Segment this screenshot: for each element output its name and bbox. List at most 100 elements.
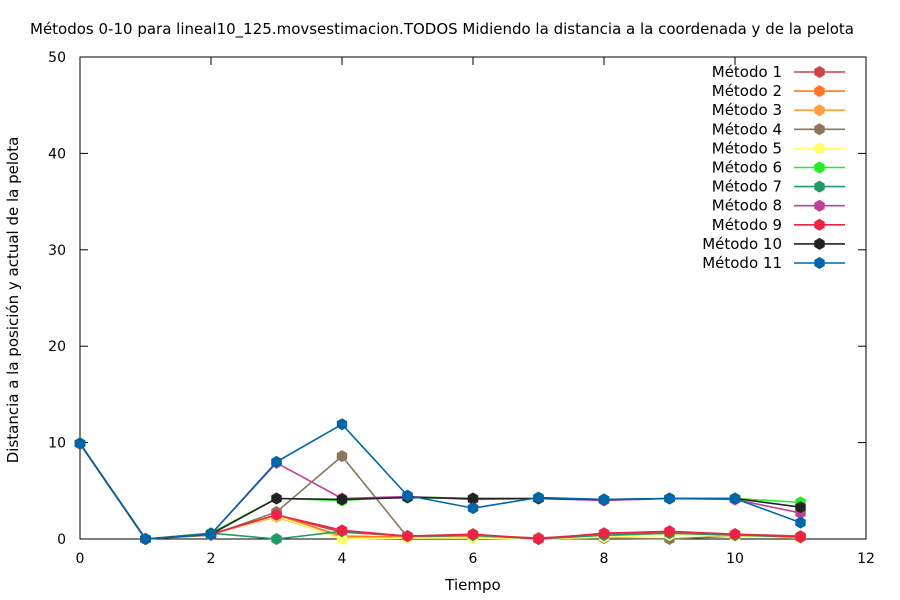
y-tick-label: 0 [57,532,66,548]
x-axis-label: Tiempo [444,576,500,594]
data-point [664,525,675,538]
data-point [336,418,348,431]
data-point [533,533,544,545]
data-point [74,437,86,450]
data-point [467,528,479,541]
series-line [79,443,801,540]
legend-item: Método 7 [712,178,845,196]
legend-label: Método 4 [712,120,782,138]
legend-label: Método 10 [702,235,782,253]
legend-item: Método 6 [712,159,845,177]
chart-title: Métodos 0-10 para lineal10_125.movsestim… [30,20,854,39]
y-tick-label: 40 [48,146,66,162]
legend-marker [814,161,825,174]
legend-item: Método 4 [712,120,845,138]
data-point [271,492,282,505]
x-tick-label: 8 [600,551,609,567]
series-line [79,423,801,540]
data-point [402,489,413,502]
data-point [598,493,610,506]
series-10 [74,437,806,545]
legend-marker [814,199,825,212]
legend-marker [814,180,825,193]
legend-marker [814,104,825,117]
y-tick-label: 20 [48,339,66,355]
legend-item: Método 1 [712,63,845,81]
series-3 [74,437,806,545]
legend-label: Método 3 [712,101,782,119]
legend-label: Método 7 [712,178,782,196]
data-point [205,528,217,541]
legend-label: Método 9 [712,216,782,234]
series-11 [74,418,806,545]
legend-item: Método 3 [712,101,845,119]
legend-item: Método 10 [702,235,845,253]
legend-item: Método 8 [712,197,845,215]
data-point [402,530,413,543]
x-tick-label: 6 [469,551,478,567]
series-line [79,443,801,540]
y-axis-label: Distancia a la posición y actual de la p… [4,137,22,464]
legend-label: Método 6 [712,159,782,177]
legend-item: Método 5 [712,139,845,157]
legend-item: Método 9 [712,216,845,234]
x-tick-label: 2 [207,551,216,567]
legend-marker [814,237,825,250]
series-line [79,443,801,540]
series-line [79,443,801,540]
data-point [140,533,151,545]
series-6 [74,437,806,545]
series-layer [74,418,806,545]
data-point [271,455,282,468]
data-point [795,501,806,514]
series-5 [74,437,806,545]
data-point [336,450,348,463]
series-line [79,443,801,540]
y-tick-label: 50 [48,50,66,66]
series-7 [74,437,806,545]
tick-labels: 0 2 4 6 8 10 12 0 10 20 30 40 50 [48,50,875,567]
legend-marker [814,66,825,78]
series-line [79,443,801,540]
series-line [79,443,801,540]
y-tick-label: 10 [48,436,66,452]
x-tick-label: 0 [76,551,85,567]
legend-marker [814,85,825,98]
data-point [795,531,806,544]
series-8 [74,437,806,545]
series-line [79,443,801,540]
x-tick-label: 10 [726,551,744,567]
legend-label: Método 1 [712,63,782,81]
legend-label: Método 5 [712,139,782,157]
series-line [79,443,801,540]
legend-label: Método 2 [712,82,782,100]
series-1 [74,437,806,545]
x-tick-label: 12 [857,551,875,567]
legend-item: Método 2 [712,82,845,100]
legend-label: Método 11 [702,254,782,272]
legend-marker [814,123,825,136]
legend-label: Método 8 [712,197,782,215]
data-point [795,516,806,529]
data-point [271,533,282,545]
data-point [336,493,348,506]
data-point [336,533,348,545]
data-point [664,492,675,505]
data-point [729,492,741,505]
series-line [79,443,801,540]
legend-marker [814,142,825,155]
legend-item: Método 11 [702,254,845,272]
legend-marker [814,257,825,269]
series-9 [74,437,806,545]
x-tick-label: 4 [338,551,347,567]
data-point [271,508,282,521]
data-point [336,524,348,537]
data-point [467,502,479,515]
y-tick-label: 30 [48,243,66,259]
data-point [467,492,479,505]
data-point [533,491,544,504]
data-point [729,528,741,541]
series-4 [74,437,806,545]
